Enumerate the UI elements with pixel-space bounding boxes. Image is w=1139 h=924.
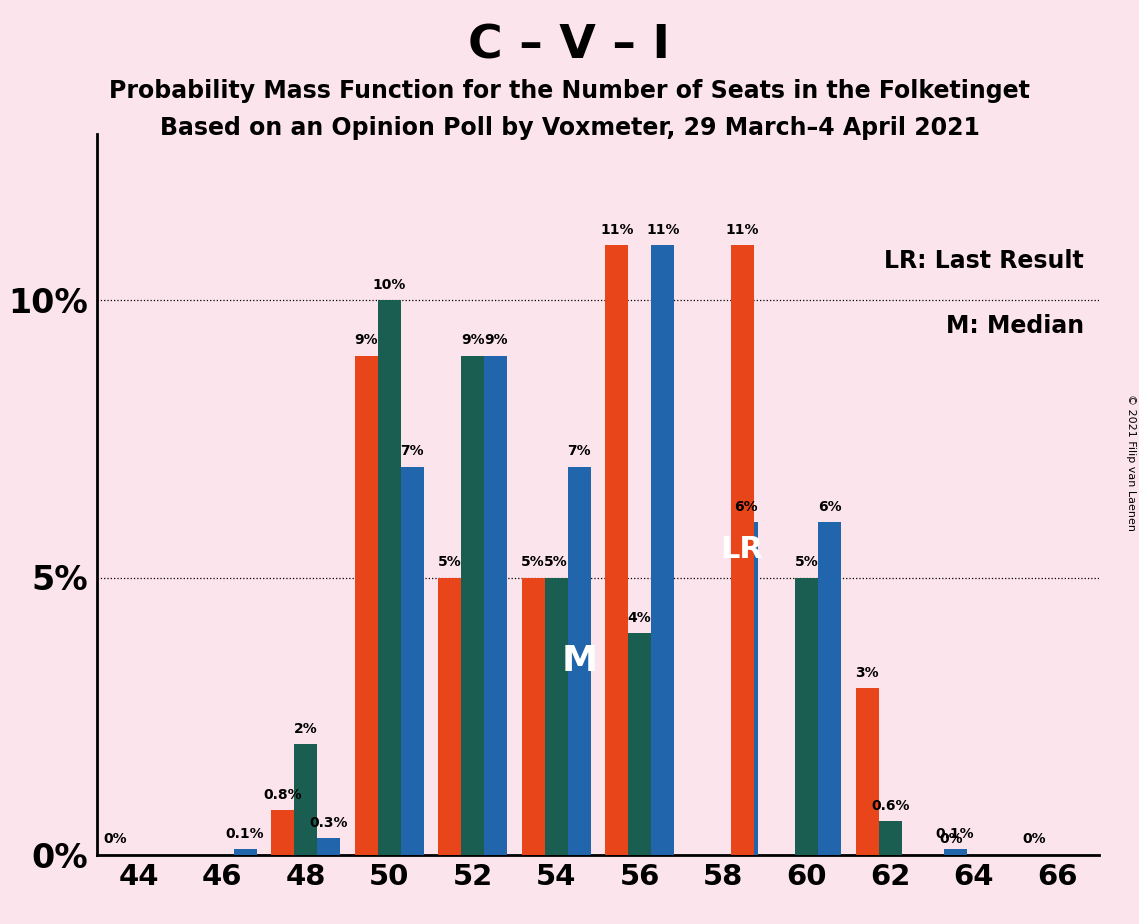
- Bar: [855, 688, 879, 855]
- Text: 7%: 7%: [567, 444, 591, 458]
- Bar: [605, 245, 629, 855]
- Bar: [439, 578, 461, 855]
- Text: Based on an Opinion Poll by Voxmeter, 29 March–4 April 2021: Based on an Opinion Poll by Voxmeter, 29…: [159, 116, 980, 140]
- Text: © 2021 Filip van Laenen: © 2021 Filip van Laenen: [1126, 394, 1136, 530]
- Text: 9%: 9%: [484, 334, 508, 347]
- Bar: [567, 467, 591, 855]
- Text: 0%: 0%: [104, 833, 128, 846]
- Text: 9%: 9%: [354, 334, 378, 347]
- Bar: [652, 245, 674, 855]
- Text: Probability Mass Function for the Number of Seats in the Folketinget: Probability Mass Function for the Number…: [109, 79, 1030, 103]
- Bar: [522, 578, 544, 855]
- Bar: [943, 849, 967, 855]
- Bar: [378, 300, 401, 855]
- Text: 5%: 5%: [437, 555, 461, 569]
- Text: 0.3%: 0.3%: [310, 816, 347, 830]
- Text: 7%: 7%: [400, 444, 424, 458]
- Text: 5%: 5%: [522, 555, 546, 569]
- Text: 6%: 6%: [818, 500, 842, 514]
- Bar: [294, 744, 317, 855]
- Bar: [271, 810, 294, 855]
- Text: 0.1%: 0.1%: [226, 827, 264, 841]
- Text: 5%: 5%: [544, 555, 568, 569]
- Bar: [484, 356, 507, 855]
- Text: M: Median: M: Median: [947, 314, 1084, 338]
- Bar: [401, 467, 424, 855]
- Text: 0.8%: 0.8%: [263, 788, 302, 802]
- Bar: [818, 522, 842, 855]
- Bar: [730, 245, 754, 855]
- Text: 10%: 10%: [372, 278, 405, 292]
- Text: C – V – I: C – V – I: [468, 23, 671, 68]
- Text: 0.1%: 0.1%: [936, 827, 974, 841]
- Text: 3%: 3%: [855, 666, 879, 680]
- Text: 6%: 6%: [735, 500, 759, 514]
- Text: 0%: 0%: [939, 833, 962, 846]
- Text: LR: Last Result: LR: Last Result: [884, 249, 1084, 274]
- Text: 11%: 11%: [726, 223, 759, 237]
- Text: 0.6%: 0.6%: [871, 799, 910, 813]
- Text: 11%: 11%: [600, 223, 633, 237]
- Text: 11%: 11%: [646, 223, 680, 237]
- Bar: [735, 522, 757, 855]
- Bar: [629, 633, 652, 855]
- Bar: [233, 849, 256, 855]
- Bar: [354, 356, 378, 855]
- Bar: [317, 838, 341, 855]
- Text: 4%: 4%: [628, 611, 652, 625]
- Bar: [461, 356, 484, 855]
- Text: 0%: 0%: [1023, 833, 1047, 846]
- Bar: [544, 578, 567, 855]
- Bar: [879, 821, 902, 855]
- Text: M: M: [562, 644, 597, 677]
- Text: 2%: 2%: [294, 722, 318, 736]
- Text: LR: LR: [721, 535, 763, 565]
- Text: 9%: 9%: [461, 334, 484, 347]
- Bar: [795, 578, 818, 855]
- Text: 5%: 5%: [795, 555, 819, 569]
